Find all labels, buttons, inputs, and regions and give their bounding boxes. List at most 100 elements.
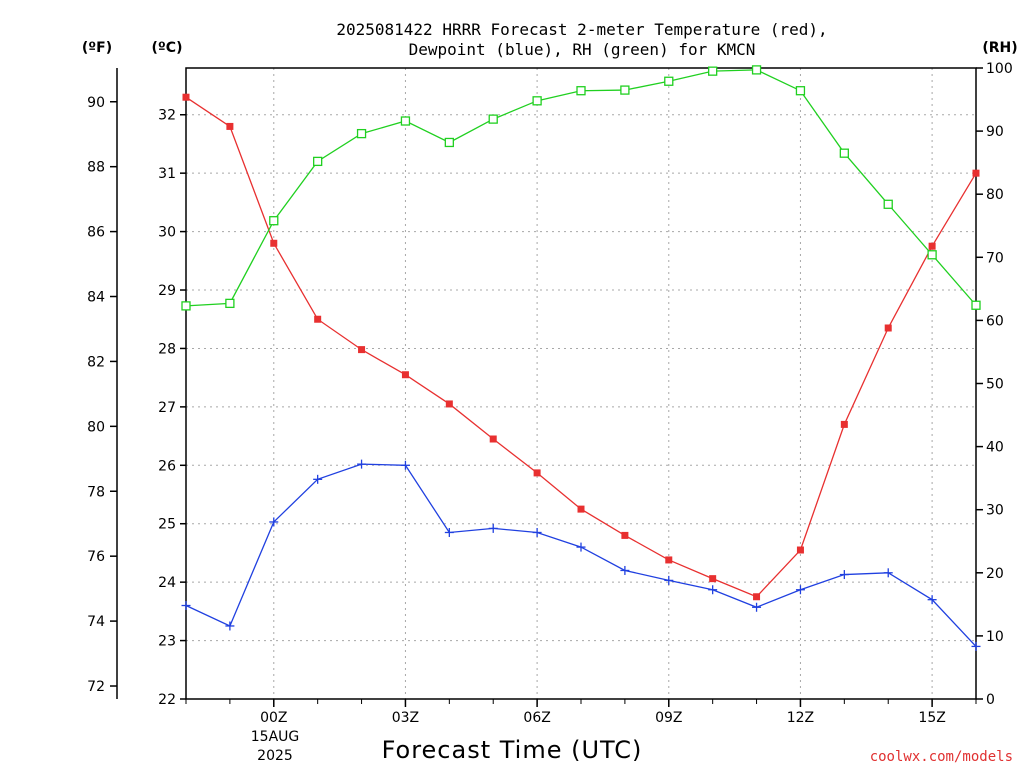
rh-tick-label: 10 <box>986 629 1004 645</box>
x-tick-label: 12Z <box>787 710 814 726</box>
rh-unit-label: (RH) <box>982 40 1017 56</box>
dewpoint-point <box>181 601 191 611</box>
rh-tick-label: 100 <box>986 61 1013 77</box>
temperature-point <box>226 122 234 130</box>
temperature-point <box>796 546 804 554</box>
temperature-point <box>840 420 848 428</box>
c-tick-label: 22 <box>158 692 176 708</box>
f-tick-label: 82 <box>87 354 105 370</box>
temperature-point <box>577 505 585 513</box>
rh-point <box>400 116 411 126</box>
rh-point <box>313 156 323 167</box>
plot-frame <box>185 67 977 700</box>
rh-point <box>488 114 498 124</box>
rh-tick-label: 30 <box>986 503 1004 519</box>
dewpoint-point <box>971 641 981 651</box>
dewpoint-point <box>269 517 279 527</box>
rh-point <box>751 65 762 75</box>
x-tick-label: 06Z <box>523 710 550 726</box>
temperature-point <box>270 239 278 247</box>
rh-point <box>225 298 235 309</box>
rh-point <box>883 199 893 209</box>
f-tick-label: 78 <box>87 484 105 500</box>
temperature-point <box>445 400 453 408</box>
dewpoint-point <box>664 575 674 585</box>
rh-point <box>927 250 937 260</box>
temperature-line <box>185 96 977 598</box>
f-tick-label: 90 <box>87 95 105 111</box>
chart-title-line1: 2025081422 HRRR Forecast 2-meter Tempera… <box>336 20 827 39</box>
x-axis-title: Forecast Time (UTC) <box>382 736 643 764</box>
credit-link[interactable]: coolwx.com/models <box>870 749 1013 765</box>
dewpoint-point <box>927 595 937 605</box>
dewpoint-point <box>708 585 718 595</box>
rh-tick-label: 40 <box>986 440 1004 456</box>
chart-title-line2: Dewpoint (blue), RH (green) for KMCN <box>409 40 756 59</box>
c-tick-label: 23 <box>158 634 176 650</box>
rh-tick-label: 20 <box>986 566 1004 582</box>
x-tick-label: 09Z <box>655 710 682 726</box>
dewpoint-point <box>839 570 849 580</box>
rh-point <box>708 66 718 76</box>
temperature-point <box>182 93 190 101</box>
c-tick-label: 32 <box>158 108 176 124</box>
dewpoint-point <box>225 621 235 631</box>
rh-point <box>181 301 191 311</box>
rh-point <box>444 137 454 148</box>
fahrenheit-unit-label: (ºF) <box>82 40 112 56</box>
rh-tick-label: 70 <box>986 250 1004 266</box>
rh-point <box>269 216 279 226</box>
dewpoint-point <box>357 459 367 469</box>
temperature-point <box>928 242 936 250</box>
rh-tick-label: 60 <box>986 313 1004 329</box>
c-tick-label: 27 <box>158 400 176 416</box>
dewpoint-point <box>576 542 586 552</box>
rh-tick-label: 90 <box>986 124 1004 140</box>
dewpoint-point <box>532 527 542 537</box>
c-tick-label: 31 <box>158 166 176 182</box>
temperature-point <box>753 593 761 601</box>
c-tick-label: 30 <box>158 225 176 241</box>
temperature-point <box>314 315 322 323</box>
axes: 72 74 76 78 80 82 84 86 88 90 22 23 24 25 26 27 28 29 30 31… <box>87 61 1013 726</box>
f-tick-label: 86 <box>87 225 105 241</box>
dewpoint-point <box>752 602 762 612</box>
x-tick-label: 15Z <box>918 710 945 726</box>
grid-lines <box>186 68 976 700</box>
x-date-day-label: 15AUG <box>251 729 300 745</box>
c-tick-label: 25 <box>158 517 176 533</box>
temperature-point <box>533 469 541 477</box>
f-tick-label: 84 <box>87 290 105 306</box>
f-tick-label: 74 <box>87 614 105 630</box>
rh-point <box>620 85 630 95</box>
dewpoint-line <box>185 463 977 647</box>
rh-tick-label: 80 <box>986 187 1004 203</box>
f-tick-label: 88 <box>87 160 105 176</box>
c-tick-label: 28 <box>158 341 176 357</box>
dewpoint-point <box>488 523 498 533</box>
f-tick-label: 72 <box>87 679 105 695</box>
dewpoint-point <box>444 527 454 537</box>
c-tick-label: 29 <box>158 283 176 299</box>
dewpoint-point <box>795 585 805 595</box>
rh-point <box>356 128 367 139</box>
rh-point <box>971 300 981 310</box>
rh-point <box>839 148 849 158</box>
rh-tick-label: 50 <box>986 377 1004 393</box>
x-tick-label: 03Z <box>392 710 419 726</box>
c-tick-label: 26 <box>158 458 176 474</box>
rh-point <box>664 76 674 86</box>
celsius-unit-label: (ºC) <box>152 40 183 56</box>
temperature-point <box>621 531 629 539</box>
c-tick-label: 24 <box>158 575 176 591</box>
dewpoint-point <box>313 474 323 484</box>
temperature-point <box>665 556 673 564</box>
x-date-year-label: 2025 <box>257 748 293 764</box>
rh-point <box>795 86 806 96</box>
f-tick-label: 76 <box>87 549 105 565</box>
dewpoint-point <box>883 568 893 578</box>
dewpoint-point <box>400 460 410 470</box>
series-layer <box>181 65 981 651</box>
f-tick-label: 80 <box>87 419 105 435</box>
